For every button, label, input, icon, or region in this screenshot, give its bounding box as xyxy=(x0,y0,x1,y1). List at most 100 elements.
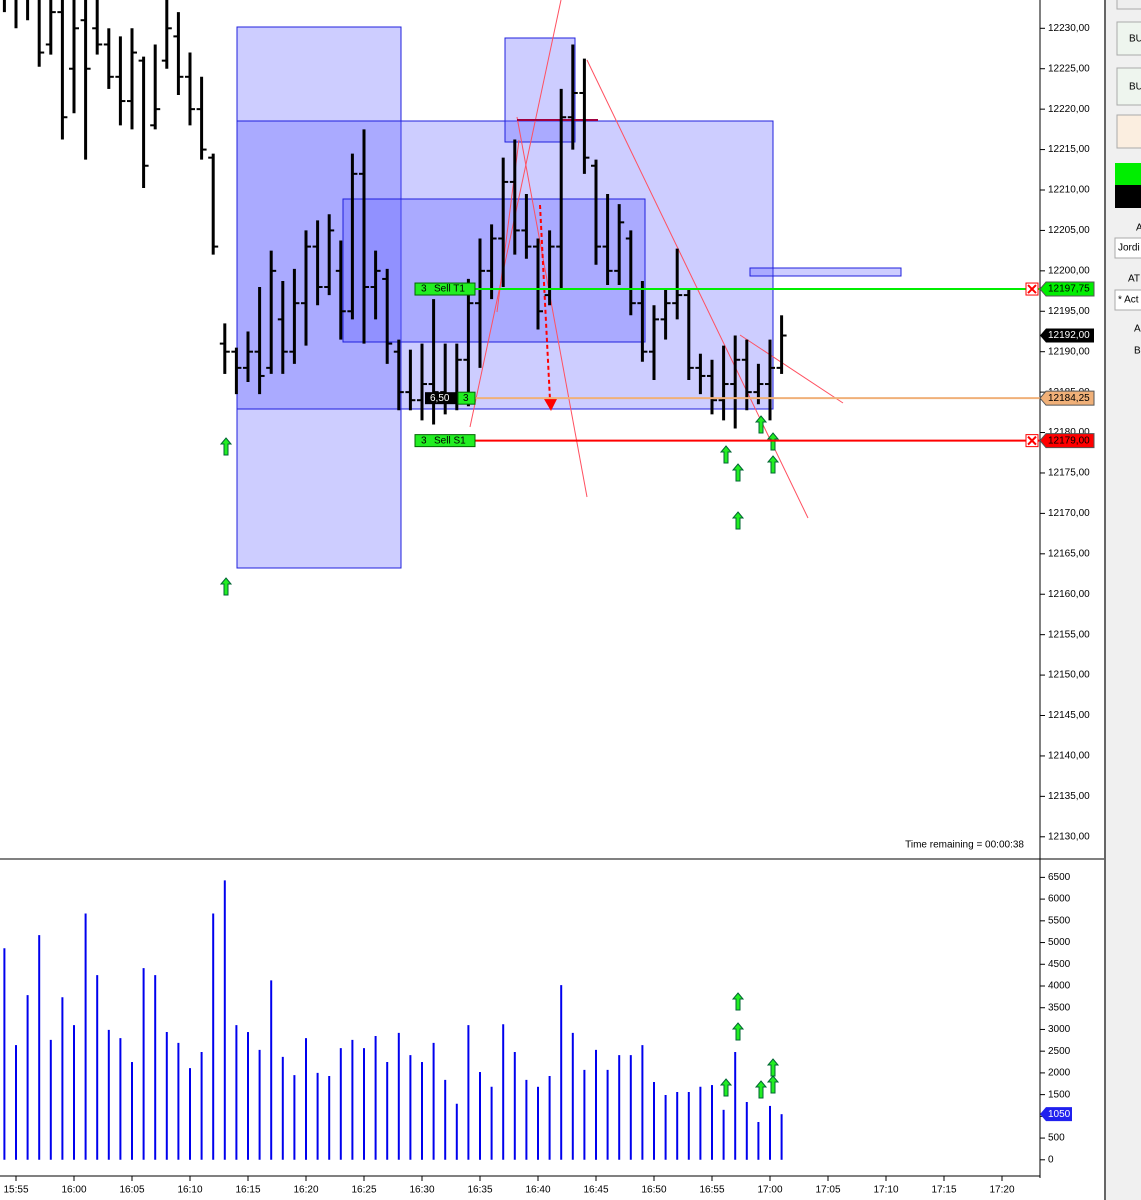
side-label: A xyxy=(1136,223,1141,234)
projection-arrow xyxy=(539,204,551,401)
order-tag xyxy=(414,282,476,296)
y-tick-label: 12145,00 xyxy=(1048,710,1090,721)
price-tag-label: 12197,75 xyxy=(1048,284,1090,295)
volume-tag xyxy=(1040,1107,1072,1122)
order-name: Sell S1 xyxy=(434,435,466,446)
x-tick-label: 15:55 xyxy=(3,1185,28,1196)
y-tick-label: 12205,00 xyxy=(1048,225,1090,236)
y-tick-label: 6000 xyxy=(1048,894,1071,905)
button[interactable] xyxy=(1116,67,1141,106)
price-tag xyxy=(1039,390,1095,406)
button[interactable] xyxy=(1116,0,1141,10)
x-tick-label: 16:55 xyxy=(699,1185,724,1196)
close-order-icon xyxy=(1027,435,1037,446)
signal-arrow xyxy=(731,992,745,1011)
y-tick-label: 12160,00 xyxy=(1048,589,1090,600)
y-tick-label: 12190,00 xyxy=(1048,346,1090,357)
x-tick-label: 16:50 xyxy=(641,1185,666,1196)
x-tick-label: 16:05 xyxy=(119,1185,144,1196)
close-order-icon xyxy=(1027,284,1037,294)
side-label: B xyxy=(1134,346,1141,357)
status-box xyxy=(1115,185,1141,208)
y-tick-label: 3000 xyxy=(1048,1024,1071,1035)
button[interactable] xyxy=(1116,114,1141,149)
signal-arrow xyxy=(766,1075,780,1094)
order-quantity: 3 xyxy=(463,393,469,404)
y-tick-label: 12195,00 xyxy=(1048,306,1090,317)
x-tick-label: 16:45 xyxy=(583,1185,608,1196)
y-tick-label: 12230,00 xyxy=(1048,23,1090,34)
signal-arrow xyxy=(754,415,768,434)
zone-rect xyxy=(504,37,576,143)
volume-bars xyxy=(3,880,783,1160)
order-name: Sell T1 xyxy=(434,284,465,295)
signal-arrow xyxy=(719,445,733,464)
y-tick-label: 3500 xyxy=(1048,1002,1071,1013)
y-tick-label: 12150,00 xyxy=(1048,670,1090,681)
signal-arrow xyxy=(731,463,745,482)
strategy-select[interactable] xyxy=(1114,289,1141,311)
y-tick-label: 12225,00 xyxy=(1048,63,1090,74)
last-price-tag xyxy=(1040,328,1094,343)
signal-arrow xyxy=(754,1080,768,1099)
y-tick-label: 5500 xyxy=(1048,915,1071,926)
y-tick-label: 12155,00 xyxy=(1048,629,1090,640)
y-tick-label: 500 xyxy=(1048,1133,1065,1144)
side-label: A xyxy=(1134,324,1141,335)
y-tick-label: 12215,00 xyxy=(1048,144,1090,155)
price-tag xyxy=(1039,281,1095,297)
signal-arrows xyxy=(219,415,780,1099)
button-label: BU xyxy=(1129,82,1141,93)
x-tick-label: 17:10 xyxy=(873,1185,898,1196)
price-tag-label: 12179,00 xyxy=(1048,435,1090,446)
zone-rect xyxy=(749,267,902,277)
y-tick-label: 2000 xyxy=(1048,1068,1071,1079)
side-label: * Act xyxy=(1118,295,1139,306)
side-label: AT xyxy=(1128,274,1140,285)
pnl-label: 6,50 xyxy=(430,393,450,404)
y-tick-label: 12200,00 xyxy=(1048,265,1090,276)
y-tick-label: 12165,00 xyxy=(1048,548,1090,559)
y-tick-label: 6500 xyxy=(1048,872,1071,883)
x-tick-label: 16:00 xyxy=(61,1185,86,1196)
y-tick-label: 12170,00 xyxy=(1048,508,1090,519)
account-select[interactable] xyxy=(1114,237,1141,259)
signal-arrow xyxy=(766,455,780,474)
x-tick-label: 17:20 xyxy=(989,1185,1014,1196)
signal-arrow xyxy=(219,437,233,456)
y-tick-label: 2500 xyxy=(1048,1046,1071,1057)
price-tag xyxy=(1039,433,1095,449)
price-bars xyxy=(2,0,787,429)
side-label: Jordi xyxy=(1118,243,1140,254)
order-quantity: 3 xyxy=(421,284,427,295)
x-tick-label: 17:15 xyxy=(931,1185,956,1196)
y-tick-label: 12140,00 xyxy=(1048,751,1090,762)
signal-arrow xyxy=(731,1022,745,1041)
y-tick-label: 12210,00 xyxy=(1048,185,1090,196)
y-tick-label: 0 xyxy=(1048,1154,1054,1165)
signal-arrow xyxy=(719,1078,733,1097)
x-tick-label: 16:15 xyxy=(235,1185,260,1196)
y-tick-label: 5000 xyxy=(1048,937,1071,948)
order-tag xyxy=(457,391,476,405)
order-quantity: 3 xyxy=(421,435,427,446)
x-tick-label: 16:40 xyxy=(525,1185,550,1196)
x-tick-label: 16:30 xyxy=(409,1185,434,1196)
status-box xyxy=(1115,163,1141,185)
volume-tag-label: 1050 xyxy=(1048,1109,1071,1120)
button[interactable] xyxy=(1116,21,1141,56)
pnl-tag xyxy=(425,392,458,405)
y-tick-label: 4000 xyxy=(1048,981,1071,992)
x-tick-label: 17:05 xyxy=(815,1185,840,1196)
y-tick-label: 1500 xyxy=(1048,1089,1071,1100)
x-tick-label: 16:25 xyxy=(351,1185,376,1196)
y-tick-label: 12130,00 xyxy=(1048,831,1090,842)
arrow-head xyxy=(544,399,557,411)
x-tick-label: 16:20 xyxy=(293,1185,318,1196)
button-label: BU xyxy=(1129,34,1141,45)
signal-arrow xyxy=(731,511,745,530)
signal-arrow xyxy=(219,577,233,596)
x-tick-label: 17:00 xyxy=(757,1185,782,1196)
y-tick-label: 12135,00 xyxy=(1048,791,1090,802)
